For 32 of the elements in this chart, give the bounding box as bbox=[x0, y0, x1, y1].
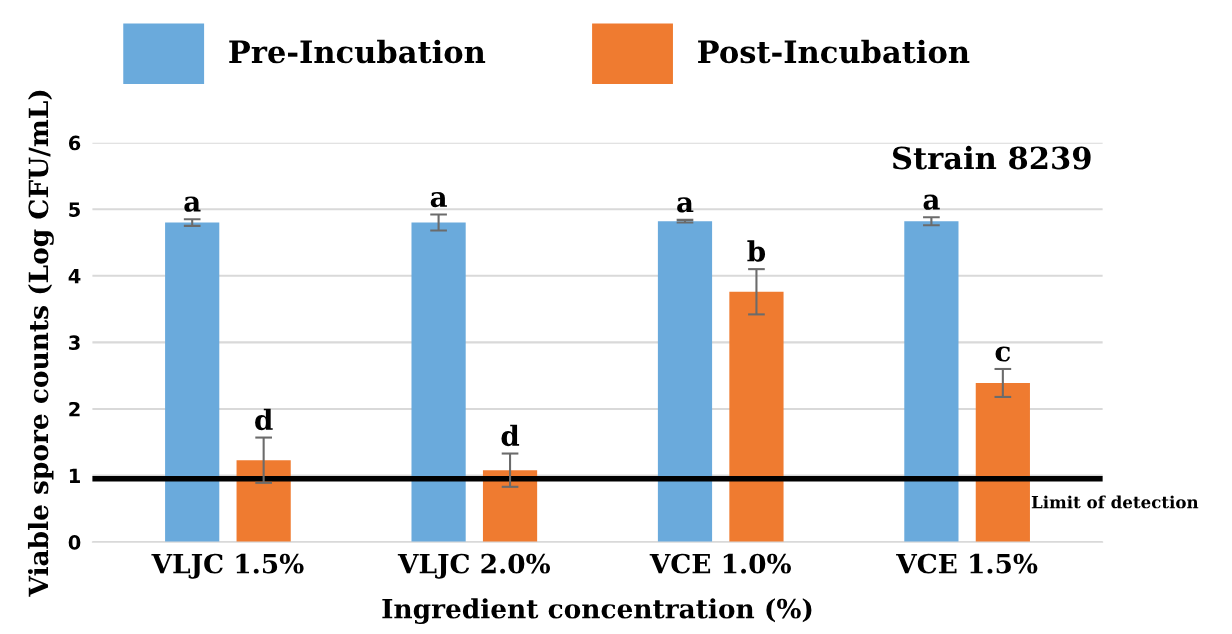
bar bbox=[236, 460, 291, 543]
bar bbox=[904, 221, 959, 543]
data-label: c bbox=[995, 346, 1011, 362]
legend-label: Pre-Incubation bbox=[229, 39, 486, 64]
bar bbox=[975, 382, 1030, 543]
y-tick-label: 4 bbox=[68, 269, 81, 284]
y-tick-label: 6 bbox=[68, 135, 81, 151]
data-label: d bbox=[255, 408, 273, 431]
ref-line-label: Limit of detection bbox=[1031, 495, 1199, 509]
legend-label: Post-Incubation bbox=[698, 39, 970, 64]
x-tick-label: VCE 1.0% bbox=[649, 553, 791, 574]
x-tick-label: VLJC 1.5% bbox=[151, 553, 304, 579]
x-tick-label: VLJC 2.0% bbox=[397, 553, 551, 579]
x-axis-title: Ingredient concentration (%) bbox=[382, 598, 812, 625]
x-tick-label: VCE 1.5% bbox=[896, 553, 1038, 574]
y-tick-label: 2 bbox=[69, 401, 80, 417]
data-label: d bbox=[501, 424, 520, 447]
bar bbox=[729, 291, 784, 543]
y-tick-label: 5 bbox=[69, 202, 80, 217]
bar bbox=[165, 222, 220, 543]
data-label: b bbox=[747, 240, 766, 262]
bar bbox=[411, 222, 466, 543]
y-tick-label: 3 bbox=[69, 335, 80, 351]
y-tick-label: 1 bbox=[69, 468, 80, 483]
y-tick-label: 0 bbox=[68, 535, 81, 550]
bar bbox=[657, 221, 713, 543]
data-label: a bbox=[184, 196, 201, 212]
annotation: Strain 8239 bbox=[892, 145, 1091, 170]
data-label: a bbox=[677, 197, 694, 213]
data-label: a bbox=[923, 194, 940, 210]
y-axis-title: Viable spore counts (Log CFU/mL) bbox=[27, 90, 54, 597]
data-label: a bbox=[430, 191, 447, 208]
